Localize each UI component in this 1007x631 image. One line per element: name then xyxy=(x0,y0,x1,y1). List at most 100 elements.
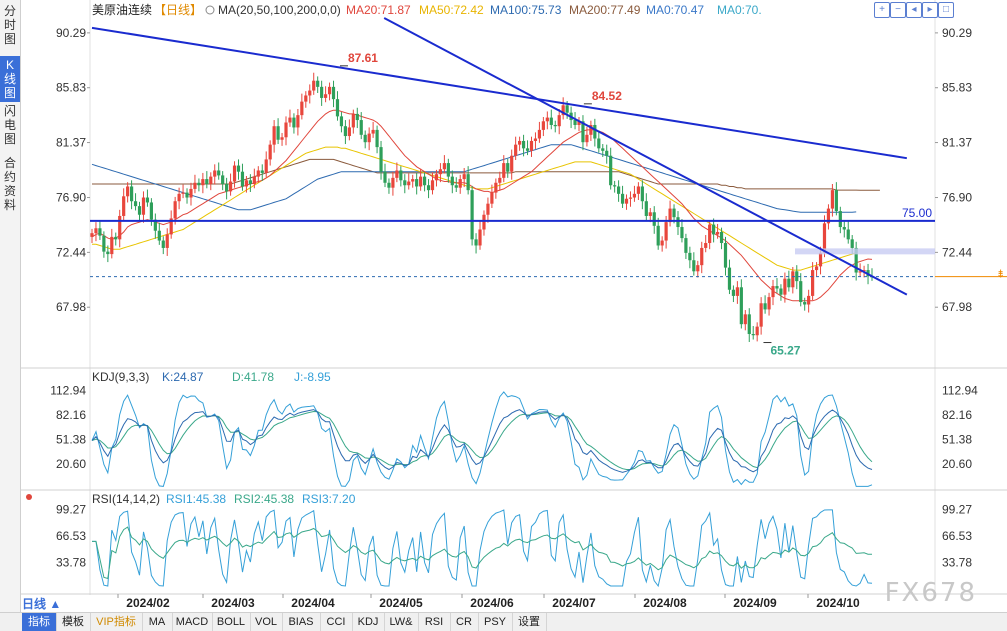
kdj-title: KDJ(9,3,3) xyxy=(92,370,149,384)
period-selector[interactable]: 日线 ▲ xyxy=(22,597,62,611)
candle-body xyxy=(719,231,724,244)
candle-body xyxy=(157,230,161,241)
candle-body xyxy=(636,186,640,194)
price-axis-right-label: 72.44 xyxy=(942,245,972,259)
candle-body xyxy=(648,212,652,216)
candle-body xyxy=(680,227,684,239)
candle-body xyxy=(854,247,858,273)
candle-body xyxy=(343,126,348,137)
candle-body xyxy=(557,115,561,127)
indicator-tab-cr[interactable]: CR xyxy=(450,613,479,631)
candle-body xyxy=(114,236,118,240)
candle-body xyxy=(846,229,850,240)
indicator-tab-vip[interactable]: VIP指标 xyxy=(90,613,143,631)
price-axis-right-label: 90.29 xyxy=(942,26,972,40)
candle-body xyxy=(379,147,383,172)
price-chart[interactable]: 90.29 90.29 85.83 85.83 81.37 81.37 76.90 76.90… xyxy=(0,0,1007,612)
candle-body xyxy=(470,190,474,240)
candle-body xyxy=(525,148,530,151)
candle-body xyxy=(712,224,716,235)
candle-body xyxy=(644,201,648,216)
candle-body xyxy=(605,150,609,156)
candle-body xyxy=(795,271,799,282)
candle-body xyxy=(153,219,157,231)
candle-body xyxy=(442,163,446,170)
candle-body xyxy=(244,180,249,187)
candle-body xyxy=(102,235,106,252)
candle-body xyxy=(383,171,387,183)
candle-body xyxy=(98,228,102,236)
rsi-value: RSI2:45.38 xyxy=(234,492,294,506)
indicator-tab-boll[interactable]: BOLL xyxy=(212,613,251,631)
candle-body xyxy=(324,94,328,98)
candle-body xyxy=(228,181,233,192)
indicator-tab-14[interactable]: 设置 xyxy=(512,613,547,631)
candle-body xyxy=(304,95,308,102)
left-arrow-icon[interactable]: ◂ xyxy=(906,2,922,18)
candle-body xyxy=(597,138,601,149)
fullscreen-icon[interactable]: □ xyxy=(938,2,954,18)
candle-body xyxy=(842,227,846,230)
indicator-tab-macd[interactable]: MACD xyxy=(172,613,213,631)
candle-body xyxy=(791,271,795,288)
candle-body xyxy=(739,287,743,325)
ma-value-label: MA0:70. xyxy=(717,3,762,17)
candle-body xyxy=(415,179,419,187)
indicator-tab-psy[interactable]: PSY xyxy=(478,613,513,631)
kdj-axis-right-label: 51.38 xyxy=(942,432,972,446)
indicator-tab-kdj[interactable]: KDJ xyxy=(352,613,385,631)
plus-icon[interactable]: + xyxy=(874,2,890,18)
candle-body xyxy=(371,129,375,134)
indicator-tab-0[interactable]: 指标 xyxy=(22,613,57,631)
candle-body xyxy=(339,116,344,127)
kdj-axis-right-label: 20.60 xyxy=(942,457,972,471)
candle-body xyxy=(850,239,854,248)
candle-body xyxy=(862,270,866,272)
rsi-axis-left-label: 33.78 xyxy=(56,556,86,570)
candle-body xyxy=(775,286,779,289)
candle-body xyxy=(347,127,351,137)
period-title: 【日线】 xyxy=(154,3,202,17)
candle-body xyxy=(601,148,605,151)
indicator-tab-vol[interactable]: VOL xyxy=(250,613,283,631)
candle-body xyxy=(110,236,114,255)
settings-icon[interactable] xyxy=(205,5,215,15)
minus-icon[interactable]: − xyxy=(890,2,906,18)
price-axis-left-label: 67.98 xyxy=(56,300,86,314)
sun-icon xyxy=(26,494,32,500)
ma-params: MA(20,50,100,200,0,0) xyxy=(218,3,341,17)
candle-body xyxy=(387,182,391,188)
candle-body xyxy=(422,176,427,186)
candle-body xyxy=(395,170,399,178)
candle-body xyxy=(640,186,644,202)
candle-body xyxy=(652,212,656,226)
low-annotation: 65.27 xyxy=(770,344,800,358)
candle-body xyxy=(684,238,688,253)
candle-body xyxy=(478,229,482,246)
tab-timeshare[interactable]: 分时图 xyxy=(3,4,16,46)
price-axis-right-label: 76.90 xyxy=(942,191,972,205)
indicator-tab-1[interactable]: 模板 xyxy=(56,613,91,631)
candle-body xyxy=(280,137,284,140)
trend-line xyxy=(383,17,908,296)
candle-body xyxy=(454,185,458,188)
candle-body xyxy=(201,179,205,186)
candle-body xyxy=(221,175,225,184)
candle-body xyxy=(545,117,549,122)
candle-body xyxy=(783,278,787,295)
candle-body xyxy=(327,86,332,95)
indicator-tab-cci[interactable]: CCI xyxy=(320,613,353,631)
indicator-tab-ma[interactable]: MA xyxy=(142,613,173,631)
indicator-tab-rsi[interactable]: RSI xyxy=(418,613,451,631)
tab-contract-info[interactable]: 合约资料 xyxy=(3,156,16,212)
candle-body xyxy=(830,190,835,209)
candle-body xyxy=(533,138,538,141)
tab-flash[interactable]: 闪电图 xyxy=(3,104,16,146)
indicator-tab-bias[interactable]: BIAS xyxy=(282,613,321,631)
candle-body xyxy=(632,193,637,198)
candle-body xyxy=(510,155,514,172)
right-arrow-icon[interactable]: ▸ xyxy=(922,2,938,18)
indicator-tab-lw[interactable]: LW& xyxy=(384,613,419,631)
